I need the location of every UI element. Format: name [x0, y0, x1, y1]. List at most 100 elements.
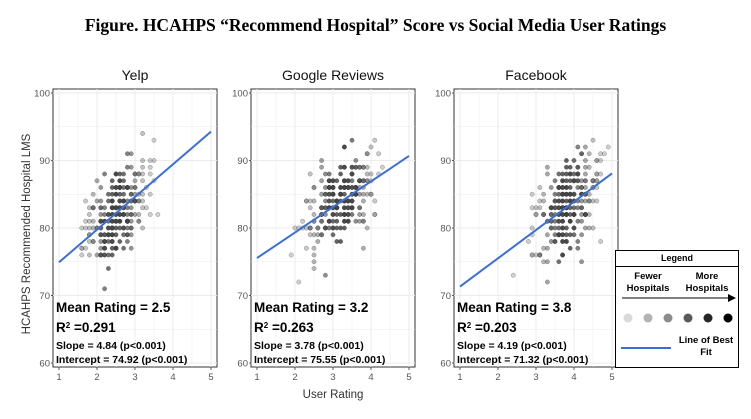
data-point [292, 225, 298, 231]
data-point [87, 212, 92, 217]
data-point [334, 198, 340, 204]
data-point [341, 185, 347, 190]
data-point [586, 151, 592, 157]
data-point [360, 218, 366, 224]
panel-title: Yelp [122, 67, 149, 83]
legend-title: Legend [660, 253, 693, 263]
data-point [341, 205, 347, 211]
y-tick-label: 60 [237, 359, 248, 370]
data-point [341, 212, 347, 217]
data-point [311, 212, 317, 217]
data-point [583, 212, 588, 217]
data-point [83, 225, 89, 231]
x-tick-label: 2 [495, 372, 500, 383]
data-point [590, 137, 596, 143]
legend-density-dot [663, 313, 673, 323]
data-point [106, 212, 111, 217]
data-point [79, 252, 85, 258]
data-point [341, 144, 347, 150]
data-point [560, 252, 565, 258]
data-point [87, 225, 92, 231]
data-point [567, 185, 573, 190]
x-tick-label: 1 [254, 372, 259, 383]
data-point [594, 158, 600, 163]
data-point [564, 164, 569, 170]
x-tick-label: 5 [406, 372, 411, 383]
data-point [140, 164, 146, 170]
panel-title: Facebook [505, 67, 567, 83]
data-point [87, 252, 92, 258]
x-tick-label: 5 [609, 372, 614, 383]
data-point [319, 205, 324, 211]
data-point [583, 158, 588, 163]
data-point [300, 218, 305, 224]
data-point [136, 198, 142, 204]
data-point [140, 131, 146, 136]
data-point [541, 191, 546, 197]
data-point [326, 171, 332, 177]
data-point [326, 218, 332, 224]
data-point [128, 212, 134, 217]
data-point [357, 178, 362, 184]
data-point [341, 178, 347, 184]
data-point [102, 171, 108, 177]
data-point [571, 158, 577, 163]
data-point [147, 191, 153, 197]
data-point [353, 218, 359, 224]
data-point [288, 252, 294, 258]
data-point [338, 191, 343, 197]
data-point [571, 232, 577, 238]
data-point [537, 252, 543, 258]
data-point [353, 158, 359, 163]
data-point [330, 212, 336, 217]
data-point [147, 171, 153, 177]
data-point [372, 212, 378, 217]
data-point [360, 198, 366, 204]
data-point [349, 164, 355, 170]
data-point [537, 185, 543, 190]
x-tick-label: 1 [457, 372, 462, 383]
data-point [586, 164, 592, 170]
x-tick-label: 2 [94, 372, 99, 383]
data-point [136, 218, 142, 224]
legend-density-dot [643, 313, 653, 323]
data-point [529, 205, 535, 211]
x-axis-label: User Rating [303, 389, 364, 401]
data-point [125, 185, 130, 190]
data-point [575, 239, 581, 244]
data-point [598, 151, 603, 157]
data-point [315, 232, 321, 238]
data-point [319, 158, 324, 163]
data-point [90, 191, 96, 197]
data-point [556, 191, 562, 197]
data-point [83, 218, 89, 224]
data-point [548, 205, 554, 211]
data-point [140, 191, 146, 197]
data-point [83, 198, 89, 204]
data-point [575, 245, 581, 251]
data-point [90, 239, 96, 244]
data-point [583, 225, 588, 231]
data-point [533, 212, 539, 217]
data-point [79, 245, 85, 251]
data-point [102, 286, 108, 292]
data-point [586, 212, 592, 217]
panel-1: Yelp 60 70 80 90 100 1 2 3 4 5 Mean Rating = 2.5 R2 … [21, 67, 218, 383]
data-point [560, 171, 565, 177]
data-point [311, 185, 317, 190]
data-point [319, 218, 324, 224]
data-point [90, 205, 96, 211]
data-point [334, 239, 340, 244]
figure-title: Figure. HCAHPS “Recommend Hospital” Scor… [84, 15, 667, 35]
data-point [564, 158, 569, 163]
stat-label: Mean Rating = 2.5 [56, 300, 171, 315]
data-point [349, 171, 355, 177]
data-point [109, 232, 115, 238]
data-point [307, 232, 313, 238]
data-point [303, 198, 309, 204]
data-point [102, 245, 108, 251]
data-point [571, 171, 577, 177]
data-point [579, 259, 584, 265]
y-tick-label: 90 [440, 156, 451, 167]
data-point [594, 171, 600, 177]
